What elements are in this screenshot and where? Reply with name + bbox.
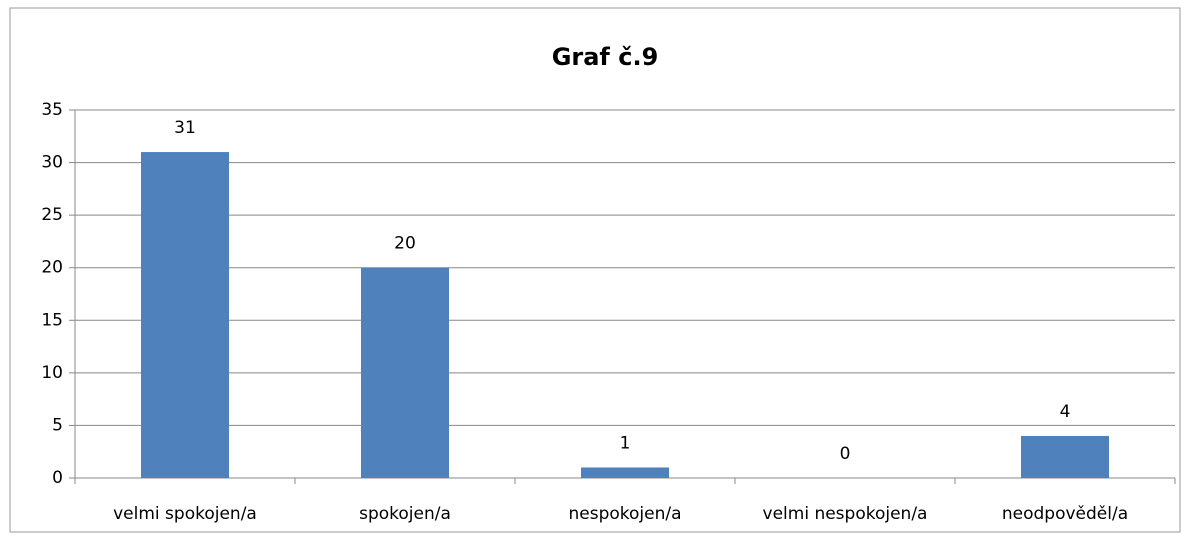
chart-title: Graf č.9 <box>552 43 659 71</box>
y-tick-label: 20 <box>41 258 63 278</box>
x-tick-label: neodpověděl/a <box>1002 504 1128 524</box>
bar <box>1021 435 1109 478</box>
y-tick-label: 30 <box>41 153 63 173</box>
x-tick-label: velmi spokojen/a <box>113 504 257 524</box>
bar <box>581 467 669 478</box>
y-tick-label: 0 <box>52 468 63 488</box>
y-tick-label: 5 <box>52 415 63 435</box>
data-label: 31 <box>174 118 196 138</box>
y-tick-label: 15 <box>41 310 63 330</box>
y-tick-label: 10 <box>41 363 63 383</box>
x-tick-label: velmi nespokojen/a <box>763 504 928 524</box>
bar <box>361 267 449 478</box>
y-tick-label: 35 <box>41 100 63 120</box>
data-label: 4 <box>1060 402 1071 422</box>
y-tick-label: 25 <box>41 205 63 225</box>
bar <box>141 152 229 479</box>
x-tick-label: nespokojen/a <box>568 504 681 524</box>
data-label: 1 <box>620 433 631 453</box>
data-label: 0 <box>840 444 851 464</box>
data-label: 20 <box>394 234 416 254</box>
x-tick-label: spokojen/a <box>359 504 451 524</box>
